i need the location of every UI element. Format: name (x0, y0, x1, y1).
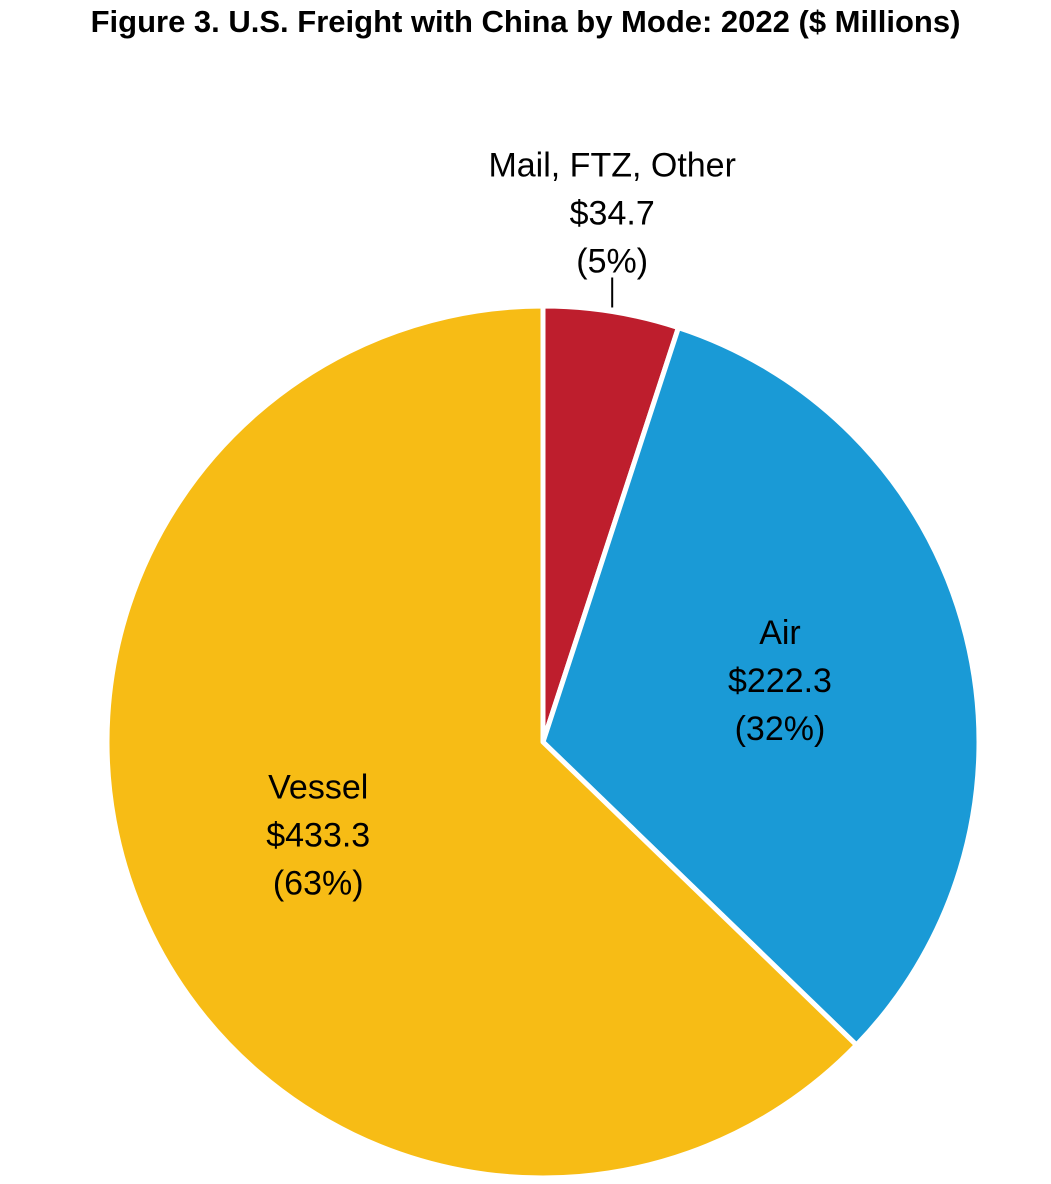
slice-label-value-vessel: $433.3 (266, 816, 370, 854)
slice-label-name-air: Air (759, 614, 801, 652)
slice-label-name-mail-ftz-other: Mail, FTZ, Other (488, 146, 735, 184)
slice-label-value-air: $222.3 (728, 662, 832, 700)
pie-slice-air (540, 325, 982, 1048)
slice-label-name-vessel: Vessel (268, 768, 368, 806)
slice-label-value-mail-ftz-other: $34.7 (570, 194, 655, 232)
slice-label-percent-vessel: (63%) (273, 864, 364, 902)
pie-slice-vessel (104, 303, 859, 1181)
pie-slices (104, 303, 982, 1181)
chart-title: Figure 3. U.S. Freight with China by Mod… (90, 4, 961, 39)
slice-labels: Mail, FTZ, Other $34.7 (5%) Air $222.3 (32%) V… (266, 146, 832, 902)
slice-label-percent-air: (32%) (735, 710, 826, 748)
slice-label-percent-mail-ftz-other: (5%) (576, 242, 648, 280)
